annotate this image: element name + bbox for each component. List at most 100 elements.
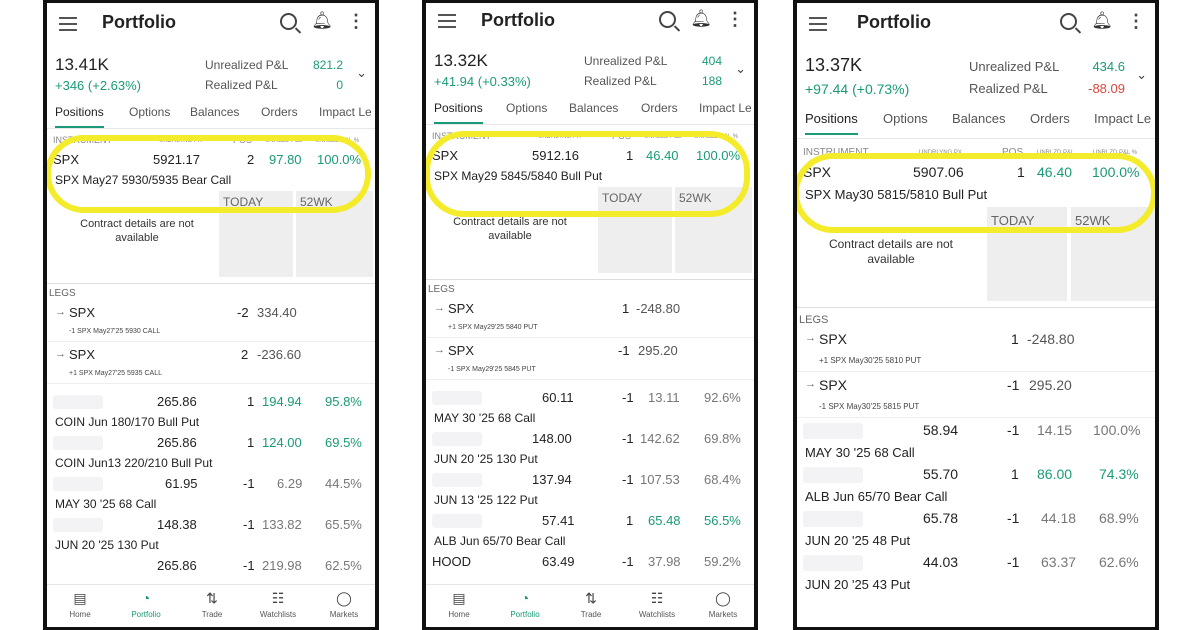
realized-value: 0	[336, 78, 343, 92]
leg-row[interactable]: → SPX -1 295.20 -1 SPX May29'25 5845 PUT	[426, 338, 754, 380]
today-panel	[598, 187, 672, 273]
leg-row[interactable]: → SPX 1 -248.80 +1 SPX May29'25 5840 PUT	[426, 296, 754, 338]
nav-markets[interactable]: ◯ Markets	[321, 589, 367, 619]
row-price: 58.94	[923, 422, 959, 438]
menu-icon[interactable]	[59, 17, 77, 31]
row-pos: 1	[247, 435, 255, 450]
search-icon[interactable]	[280, 12, 298, 30]
menu-icon[interactable]	[438, 14, 456, 28]
leg-contract: -1 SPX May30'25 5815 PUT	[819, 402, 920, 411]
position-row[interactable]: 61.95 -1 6.29 44.5% MAY 30 '25 68 Call	[47, 473, 375, 514]
today-label: TODAY	[223, 195, 264, 209]
net-liquidation-value: 13.37K	[805, 55, 863, 75]
bell-icon[interactable]: 🔔︎	[311, 11, 333, 30]
tab-balances[interactable]: Balances	[569, 101, 619, 115]
search-icon[interactable]	[1060, 12, 1078, 30]
position-pnl-pct: 100.0%	[696, 148, 741, 163]
position-row[interactable]: 44.03 -1 63.37 62.6% JUN 20 '25 43 Put	[797, 551, 1155, 595]
nav-trade[interactable]: ⇅ Trade	[189, 589, 235, 619]
52wk-label: 52WK	[679, 191, 712, 205]
row-price: 148.00	[532, 431, 572, 446]
daily-change: +41.94 (+0.33%)	[434, 74, 531, 89]
position-row[interactable]: 148.00 -1 142.62 69.8% JUN 20 '25 130 Put	[426, 428, 754, 469]
row-pnl: 194.94	[262, 394, 302, 409]
position-row[interactable]: 265.86 1 194.94 95.8% COIN Jun 180/170 Bull…	[47, 391, 375, 432]
tab-impact[interactable]: Impact Le	[699, 101, 752, 115]
nav-portfolio[interactable]: ◔ Portfolio	[123, 589, 169, 619]
leg-row[interactable]: → SPX 1 -248.80 +1 SPX May30'25 5810 PUT	[797, 326, 1155, 372]
nav-markets[interactable]: ◯ Markets	[700, 589, 746, 619]
position-row-spx[interactable]: SPX 5907.06 1 46.40 100.0% SPX May30 581…	[797, 161, 1155, 207]
row-pos: -1	[243, 476, 255, 491]
nav-watchlists[interactable]: ☷ Watchlists	[634, 589, 680, 619]
row-pnl: 65.48	[648, 513, 681, 528]
tab-options[interactable]: Options	[883, 111, 928, 126]
row-pct: 69.5%	[325, 435, 362, 450]
position-row[interactable]: 148.38 -1 133.82 65.5% JUN 20 '25 130 Put	[47, 514, 375, 555]
nav-watchlists[interactable]: ☷ Watchlists	[255, 589, 301, 619]
nav-home[interactable]: ▤ Home	[436, 589, 482, 619]
chart-icon: ▤	[452, 590, 466, 606]
account-summary: 13.37K +97.44 (+0.73%) Unrealized P&L 43…	[797, 45, 1155, 99]
position-row[interactable]: 265.86 -1 219.98 62.5%	[47, 555, 375, 575]
contract-details: Contract details are not available TODAY …	[426, 187, 754, 279]
unrealized-value: 434.6	[1092, 59, 1125, 74]
tab-options[interactable]: Options	[129, 105, 171, 119]
unrealized-value: 821.2	[312, 58, 343, 72]
tab-orders[interactable]: Orders	[261, 105, 298, 119]
52wk-panel	[296, 191, 373, 277]
row-desc: JUN 13 '25 122 Put	[434, 493, 538, 507]
bell-icon[interactable]: 🔔︎	[690, 9, 712, 28]
bell-icon[interactable]: 🔔︎	[1091, 11, 1113, 30]
tab-positions[interactable]: Positions	[55, 105, 104, 128]
row-pos: -1	[622, 390, 634, 405]
chevron-down-icon[interactable]: ⌄	[735, 61, 746, 76]
tab-balances[interactable]: Balances	[190, 105, 240, 119]
legs-section: LEGS → SPX 1 -248.80 +1 SPX May29'25 584…	[426, 279, 754, 387]
nav-portfolio[interactable]: ◔ Portfolio	[502, 589, 548, 619]
leg-row[interactable]: → SPX 2 -236.60 +1 SPX May27'25 5935 CAL…	[47, 342, 375, 384]
tab-positions[interactable]: Positions	[434, 101, 483, 124]
chevron-down-icon[interactable]: ⌄	[356, 65, 367, 80]
chevron-down-icon[interactable]: ⌄	[1136, 67, 1147, 82]
position-row[interactable]: HOOD 63.49 -1 37.98 59.2%	[426, 551, 754, 571]
menu-icon[interactable]	[809, 17, 827, 31]
tab-orders[interactable]: Orders	[641, 101, 678, 115]
row-pct: 62.5%	[325, 558, 362, 573]
row-pct: 69.8%	[704, 431, 741, 446]
more-vertical-icon[interactable]: ⋮	[347, 11, 365, 31]
leg-contract: -1 SPX May27'25 5930 CALL	[69, 328, 161, 335]
position-row[interactable]: 60.11 -1 13.11 92.6% MAY 30 '25 68 Call	[426, 387, 754, 428]
globe-icon: ◯	[715, 590, 731, 606]
tab-orders[interactable]: Orders	[1030, 111, 1070, 126]
position-row[interactable]: 55.70 1 86.00 74.3% ALB Jun 65/70 Bear Call	[797, 463, 1155, 507]
more-vertical-icon[interactable]: ⋮	[726, 9, 744, 29]
col-instrument: INSTRUMENT	[53, 135, 112, 145]
nav-trade[interactable]: ⇅ Trade	[568, 589, 614, 619]
search-icon[interactable]	[659, 10, 677, 28]
realized-label: Realized P&L	[584, 74, 657, 88]
tab-positions[interactable]: Positions	[805, 111, 858, 135]
position-symbol: SPX	[53, 152, 80, 167]
nav-home[interactable]: ▤ Home	[57, 589, 103, 619]
position-row[interactable]: 137.94 -1 107.53 68.4% JUN 13 '25 122 Put	[426, 469, 754, 510]
realized-value: 188	[701, 74, 722, 88]
position-row[interactable]: 57.41 1 65.48 56.5% ALB Jun 65/70 Bear Call	[426, 510, 754, 551]
position-row[interactable]: 58.94 -1 14.15 100.0% MAY 30 '25 68 Call	[797, 419, 1155, 463]
leg-row[interactable]: → SPX -1 295.20 -1 SPX May30'25 5815 PUT	[797, 372, 1155, 418]
position-row-spx[interactable]: SPX 5912.16 1 46.40 100.0% SPX May29 584…	[426, 145, 754, 187]
positions-list: 265.86 1 194.94 95.8% COIN Jun 180/170 Bull…	[47, 391, 375, 575]
tab-impact[interactable]: Impact Le	[319, 105, 372, 119]
tab-options[interactable]: Options	[506, 101, 548, 115]
tab-balances[interactable]: Balances	[952, 111, 1006, 126]
arrow-icon: →	[55, 348, 66, 360]
leg-row[interactable]: → SPX -2 334.40 -1 SPX May27'25 5930 CAL…	[47, 300, 375, 342]
row-pct: 92.6%	[704, 390, 741, 405]
app-header: Portfolio 🔔︎ ⋮	[426, 3, 754, 41]
position-row[interactable]: 65.78 -1 44.18 68.9% JUN 20 '25 48 Put	[797, 507, 1155, 551]
tab-impact[interactable]: Impact Le	[1094, 111, 1152, 126]
position-row-spx[interactable]: SPX 5921.17 2 97.80 100.0% SPX May27 593…	[47, 149, 375, 191]
position-row[interactable]: 265.86 1 124.00 69.5% COIN Jun13 220/210 Bu…	[47, 432, 375, 473]
realized-label: Realized P&L	[969, 81, 1048, 96]
more-vertical-icon[interactable]: ⋮	[1127, 11, 1145, 31]
